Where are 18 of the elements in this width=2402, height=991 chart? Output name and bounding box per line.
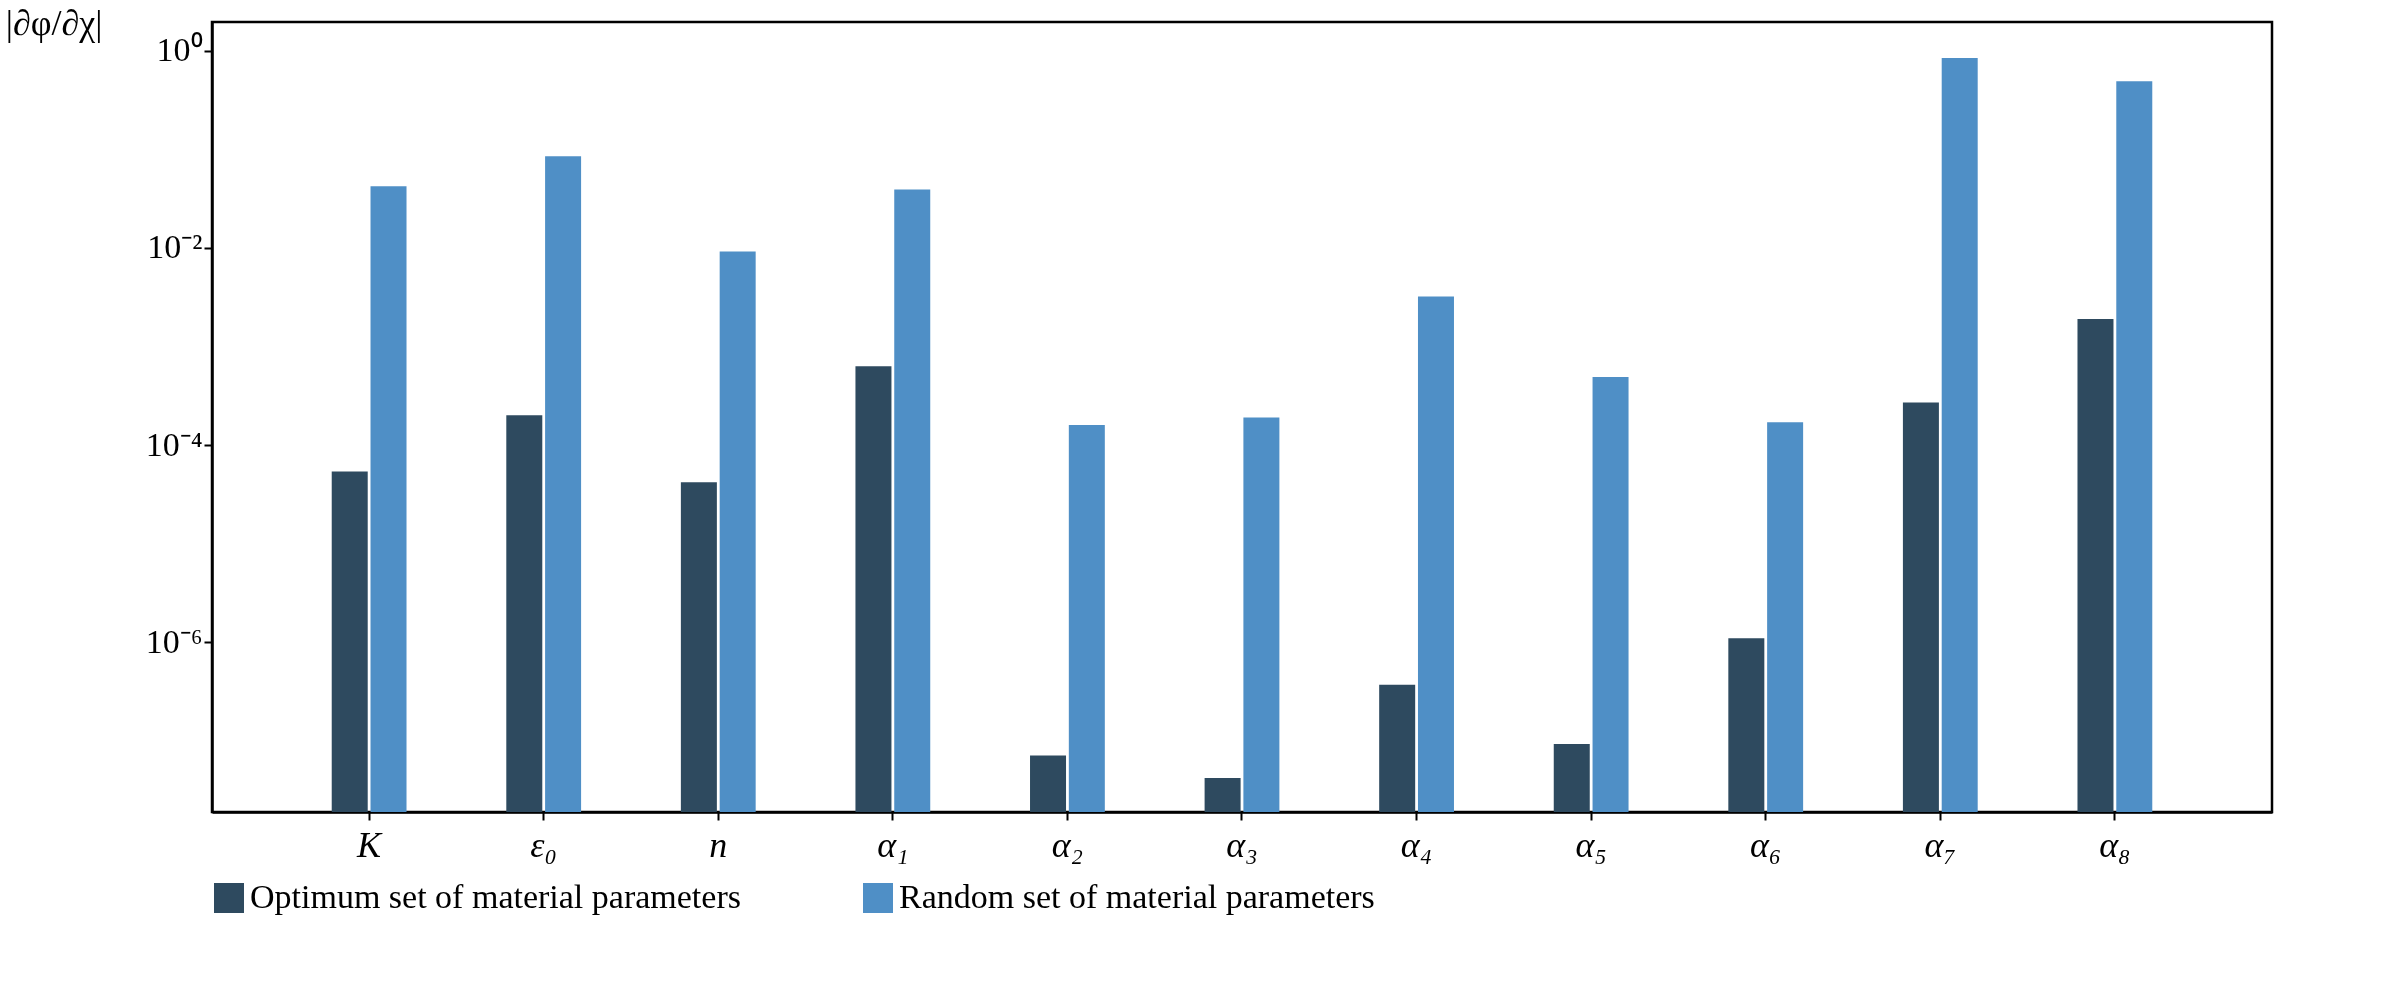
legend-label: Optimum set of material parameters: [250, 878, 741, 915]
x-tick-label: α₈: [2099, 824, 2131, 865]
x-tick-label: α₆: [1750, 824, 1782, 865]
x-tick-label: n: [709, 824, 728, 865]
y-tick-label: 10⁰: [156, 31, 203, 69]
y-axis-title: |∂φ/∂χ|: [5, 2, 103, 43]
x-tick-label: ε₀: [530, 824, 558, 865]
x-tick-label: α₄: [1400, 824, 1433, 865]
y-tick-label: 10⁻²: [147, 228, 203, 266]
y-tick-label: 10⁻⁴: [145, 425, 203, 463]
x-tick-label: α₃: [1226, 824, 1258, 865]
x-tick-label: α₇: [1924, 824, 1957, 865]
x-tick-label: α₁: [877, 824, 909, 865]
legend-label: Random set of material parameters: [899, 878, 1375, 915]
x-tick-label: α₅: [1575, 824, 1607, 865]
y-tick-label: 10⁻⁶: [145, 622, 203, 660]
x-tick-label: α₂: [1051, 824, 1084, 865]
x-tick-label: K: [356, 824, 384, 865]
